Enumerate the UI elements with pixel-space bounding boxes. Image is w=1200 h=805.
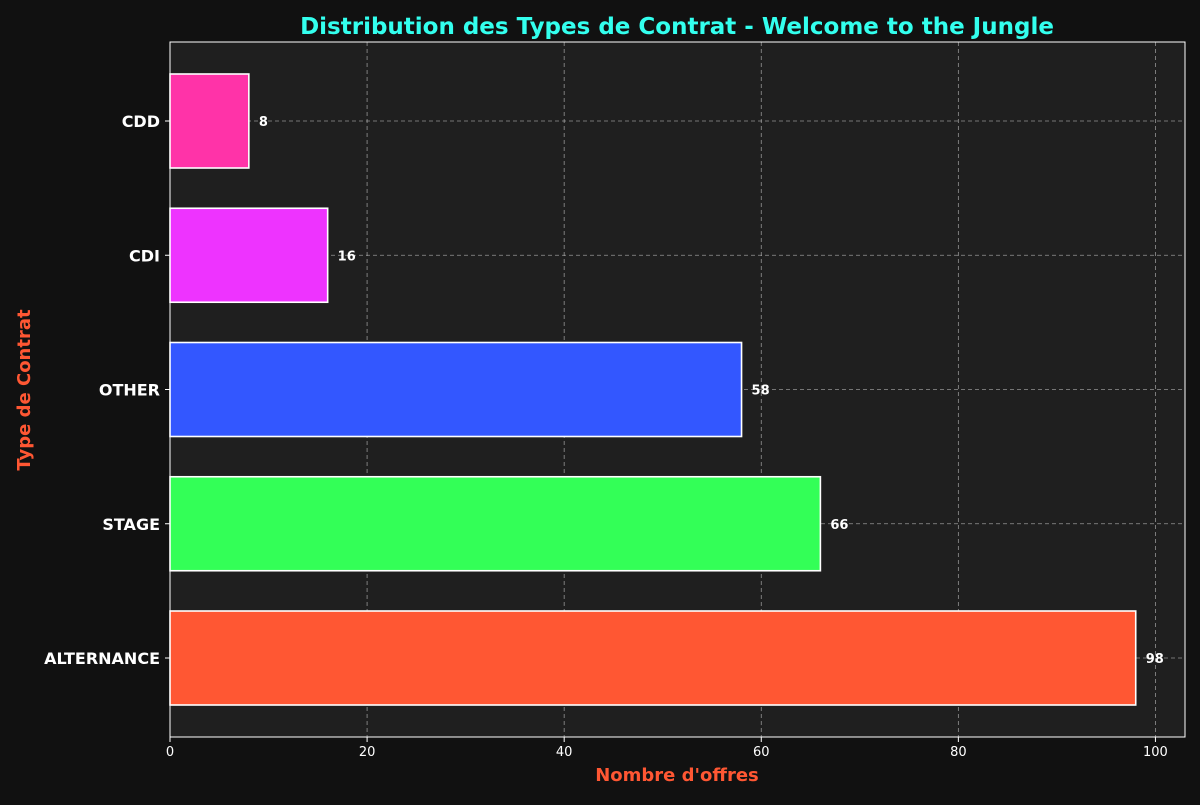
y-tick-label: CDD <box>122 112 160 131</box>
x-tick-label: 80 <box>950 745 967 760</box>
x-tick-label: 60 <box>753 745 770 760</box>
bar-other <box>170 343 742 437</box>
x-tick-label: 0 <box>166 745 174 760</box>
chart-title: Distribution des Types de Contrat - Welc… <box>300 14 1054 40</box>
data-label: 98 <box>1146 652 1164 667</box>
y-axis-label: Type de Contrat <box>14 309 35 471</box>
x-tick-label: 40 <box>556 745 573 760</box>
y-tick-label: OTHER <box>99 381 160 400</box>
bar-cdd <box>170 74 249 168</box>
data-label: 66 <box>830 518 848 533</box>
y-tick-label: ALTERNANCE <box>44 649 160 668</box>
bar-stage <box>170 477 820 571</box>
bar-cdi <box>170 208 328 302</box>
x-axis-label: Nombre d'offres <box>595 765 759 786</box>
data-label: 16 <box>338 249 356 264</box>
x-tick-label: 20 <box>359 745 376 760</box>
y-tick-label: CDI <box>129 246 160 265</box>
y-tick-label: STAGE <box>102 515 160 534</box>
data-label: 8 <box>259 115 268 130</box>
bar-alternance <box>170 611 1136 705</box>
x-tick-label: 100 <box>1143 745 1168 760</box>
data-label: 58 <box>752 384 770 399</box>
